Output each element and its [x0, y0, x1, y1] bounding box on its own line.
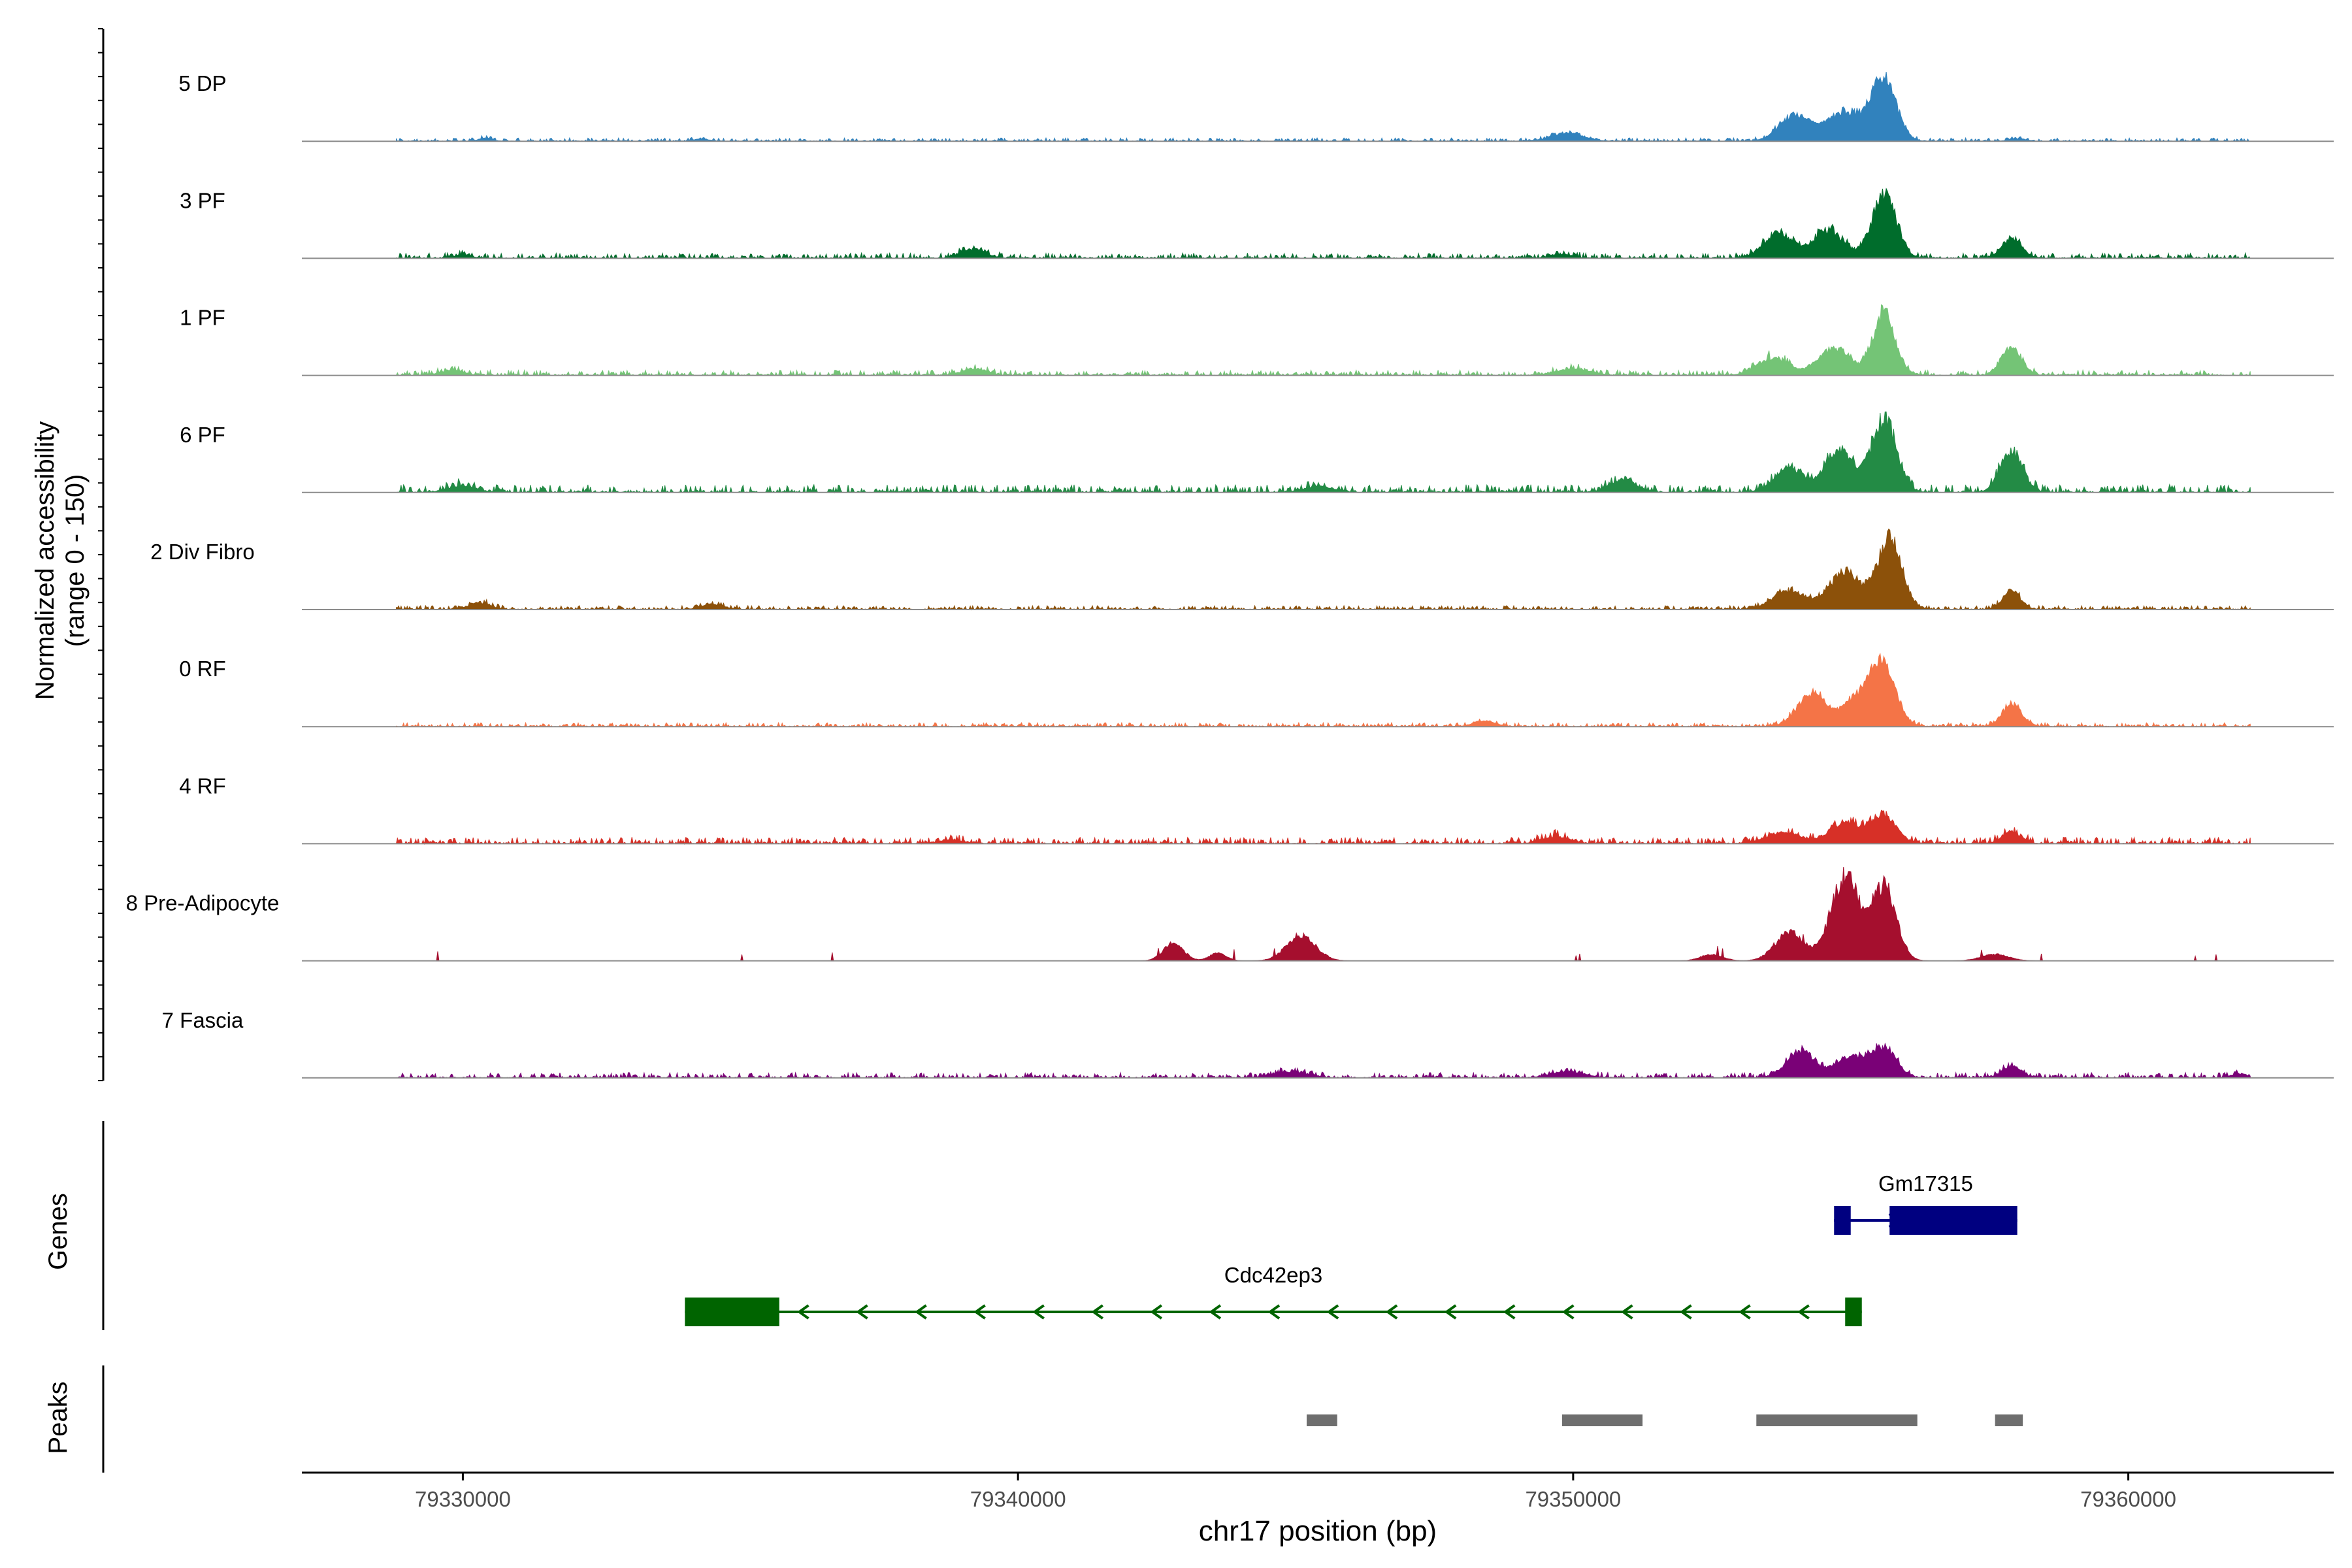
gene-label-gm17315: Gm17315 [1878, 1171, 1973, 1196]
track-label-3-pf: 3 PF [180, 188, 225, 212]
coverage-area-1-pf [396, 304, 2251, 377]
track-label-2-div-fibro: 2 Div Fibro [150, 540, 255, 564]
strand-arrow [1209, 1304, 1222, 1320]
strand-arrow [1680, 1304, 1692, 1320]
strand-arrow [797, 1304, 809, 1320]
genes-panel: Gm17315 Cdc42ep3 [102, 1121, 2017, 1330]
strand-arrow [1739, 1304, 1751, 1320]
peak-region [1561, 1414, 1643, 1426]
strand-arrow [1150, 1304, 1163, 1320]
gene-cdc42ep3: Cdc42ep3 [685, 1263, 1862, 1326]
track-3-pf: 3 PF [180, 188, 2334, 260]
strand-arrow [1326, 1304, 1339, 1320]
strand-arrow [1797, 1304, 1810, 1320]
strand-arrow [973, 1304, 986, 1320]
gene-gm17315: Gm17315 [1834, 1171, 2017, 1235]
track-8-pre-adipocyte: 8 Pre-Adipocyte [126, 867, 2334, 962]
peak-region [1307, 1414, 1337, 1426]
track-0-rf: 0 RF [179, 653, 2334, 728]
coverage-area-2-div-fibro [396, 529, 2251, 611]
track-label-1-pf: 1 PF [180, 306, 225, 330]
x-axis-label: chr17 position (bp) [1199, 1515, 1437, 1547]
track-label-4-rf: 4 RF [179, 774, 226, 798]
y-axis-label-line2: (range 0 - 150) [61, 474, 90, 647]
strand-arrow [856, 1304, 868, 1320]
peak-region [1756, 1414, 1918, 1426]
strand-arrow [1621, 1304, 1633, 1320]
strand-arrow [1503, 1304, 1516, 1320]
x-tick-label: 79360000 [2080, 1487, 2176, 1511]
strand-arrow [1385, 1304, 1398, 1320]
coverage-area-7-fascia [396, 1042, 2251, 1079]
x-tick-label: 79350000 [1525, 1487, 1621, 1511]
peaks-panel [102, 1365, 2023, 1473]
genes-panel-label: Genes [44, 1193, 73, 1270]
strand-arrow [1091, 1304, 1103, 1320]
track-label-8-pre-adipocyte: 8 Pre-Adipocyte [126, 891, 280, 915]
track-2-div-fibro: 2 Div Fibro [150, 529, 2334, 611]
gene-exon [1889, 1206, 2017, 1235]
track-label-5-dp: 5 DP [178, 71, 226, 95]
track-label-0-rf: 0 RF [179, 657, 226, 681]
track-label-7-fascia: 7 Fascia [162, 1008, 244, 1032]
strand-arrow [1561, 1304, 1575, 1320]
strand-arrow [1444, 1304, 1457, 1320]
coverage-area-0-rf [396, 653, 2251, 728]
gene-label-cdc42ep3: Cdc42ep3 [1224, 1263, 1322, 1287]
coverage-area-4-rf [395, 809, 2251, 845]
track-label-6-pf: 6 PF [180, 423, 225, 447]
track-4-rf: 4 RF [179, 774, 2334, 845]
track-6-pf: 6 PF [180, 411, 2334, 494]
gene-exon [1834, 1206, 1851, 1235]
peaks-panel-label: Peaks [44, 1381, 73, 1454]
coverage-area-8-pre-adipocyte [396, 867, 2251, 962]
x-tick-label: 79340000 [970, 1487, 1066, 1511]
strand-arrow [1032, 1304, 1045, 1320]
y-axis-label-line1: Normalized accessibility [31, 421, 59, 700]
track-7-fascia: 7 Fascia [162, 1008, 2334, 1079]
strand-arrow [1267, 1304, 1281, 1320]
gene-exon [685, 1298, 779, 1326]
coverage-area-3-pf [396, 188, 2252, 260]
peak-region [1995, 1414, 2023, 1426]
coverage-area-6-pf [396, 411, 2251, 494]
track-1-pf: 1 PF [180, 304, 2334, 377]
track-5-dp: 5 DP [178, 71, 2334, 142]
x-tick-label: 79330000 [415, 1487, 511, 1511]
coverage-tracks: 5 DP 3 PF 1 PF 6 PF 2 Div Fibro 0 RF 4 RF 8 Pre… [98, 28, 2334, 1081]
gene-exon [1845, 1298, 1862, 1326]
coverage-area-5-dp [396, 72, 2251, 142]
x-axis: 79330000 79340000 79350000 79360000 [302, 1471, 2334, 1511]
strand-arrow [915, 1304, 927, 1320]
